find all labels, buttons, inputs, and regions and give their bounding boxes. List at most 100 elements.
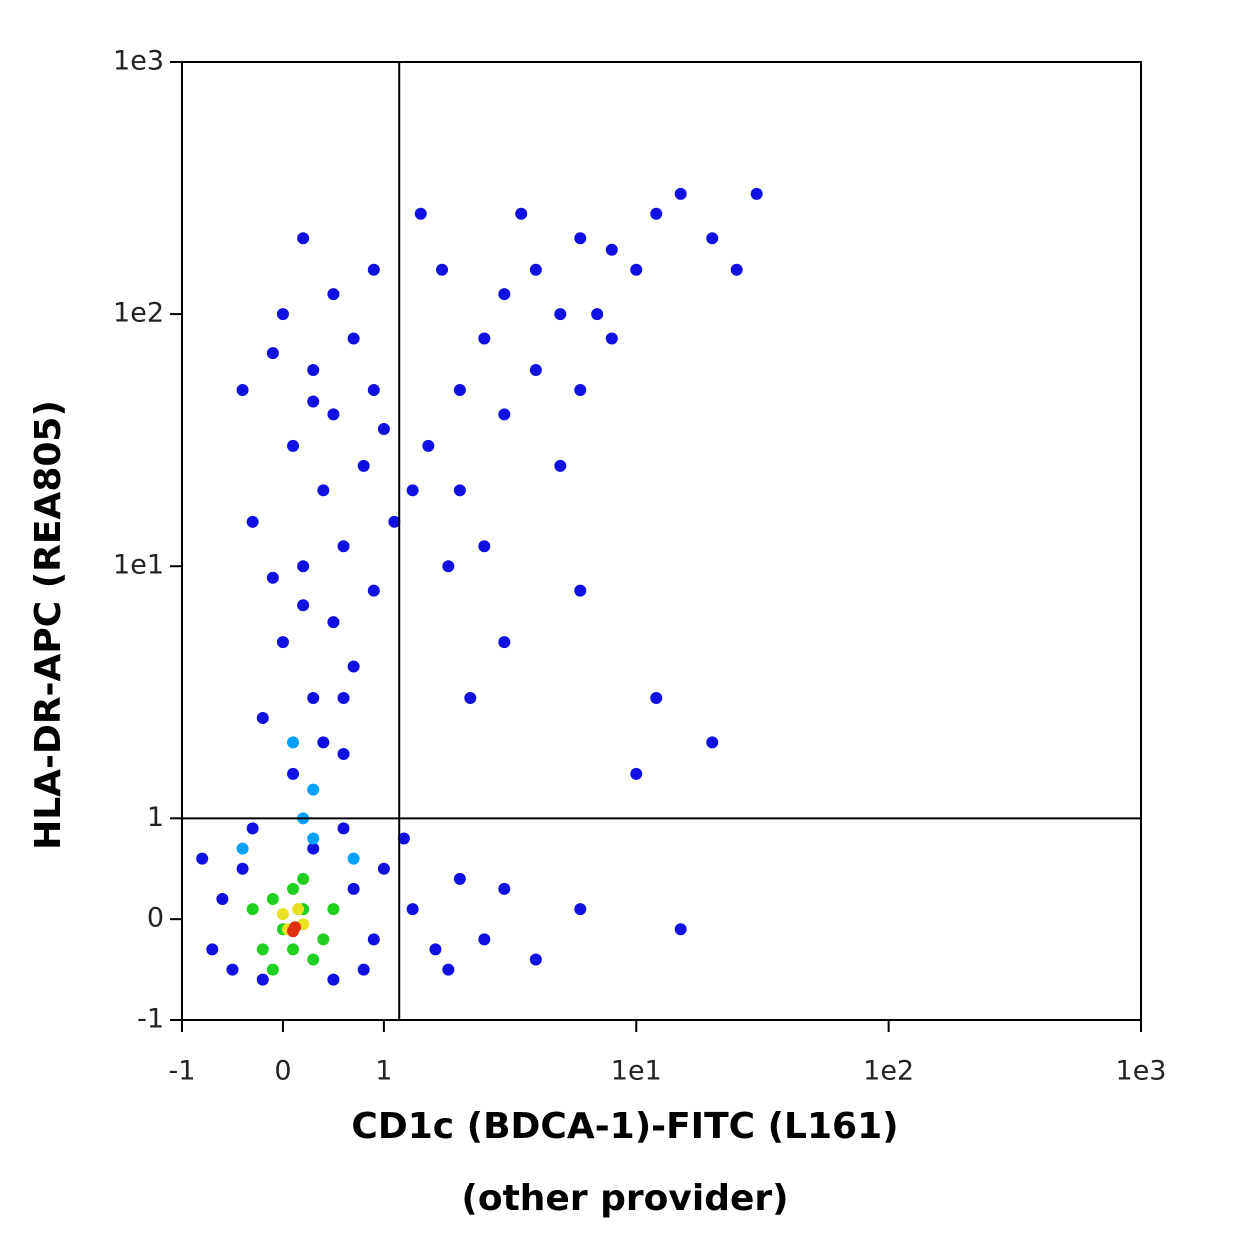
event-dot <box>730 263 743 276</box>
event-dot <box>453 872 466 885</box>
event-dot <box>630 263 643 276</box>
event-dot <box>276 908 289 921</box>
event-dot <box>266 347 279 360</box>
event-dot <box>605 332 618 345</box>
y-tick-label: -1 <box>137 1004 164 1035</box>
event-dot <box>337 540 350 553</box>
y-axis-title: HLA-DR-APC (REA805) <box>28 400 69 850</box>
event-dot <box>287 439 300 452</box>
event-dot <box>287 925 300 938</box>
event-dot <box>287 736 300 749</box>
y-tick-label: 1 <box>147 802 164 833</box>
x-tick-label: 1 <box>375 1056 392 1087</box>
event-dot <box>436 263 449 276</box>
event-dot <box>327 616 340 629</box>
event-dot <box>650 207 663 220</box>
event-dot <box>422 439 435 452</box>
x-axis-title: CD1c (BDCA-1)-FITC (L161) <box>351 1106 898 1147</box>
event-dot <box>327 288 340 301</box>
y-tick-label: 1e2 <box>113 298 164 329</box>
event-dot <box>515 207 528 220</box>
event-dot <box>406 903 419 916</box>
event-dot <box>478 540 491 553</box>
plot-area <box>181 61 1142 1021</box>
x-tick-label: 1e1 <box>611 1056 662 1087</box>
event-dot <box>650 692 663 705</box>
event-dot <box>478 332 491 345</box>
event-dot <box>429 943 442 956</box>
event-dot <box>317 484 330 497</box>
event-dot <box>397 832 410 845</box>
event-dot <box>442 560 455 573</box>
event-dot <box>574 903 587 916</box>
event-dot <box>498 408 511 421</box>
event-dot <box>464 692 477 705</box>
event-dot <box>529 364 542 377</box>
x-tick-label: 1e3 <box>1116 1056 1167 1087</box>
event-dot <box>256 973 269 986</box>
event-dot <box>196 852 209 865</box>
event-dot <box>256 711 269 724</box>
event-dot <box>297 560 310 573</box>
event-dot <box>605 243 618 256</box>
event-dot <box>388 515 401 528</box>
event-dot <box>367 263 380 276</box>
y-tick-label: 0 <box>147 903 164 934</box>
event-dot <box>498 288 511 301</box>
event-dot <box>317 736 330 749</box>
event-dot <box>498 636 511 649</box>
event-dot <box>337 747 350 760</box>
event-dot <box>706 232 719 245</box>
y-tick-label: 1e3 <box>113 46 164 77</box>
event-dot <box>674 923 687 936</box>
event-dot <box>574 584 587 597</box>
event-dot <box>529 263 542 276</box>
event-dot <box>307 692 320 705</box>
event-dot <box>287 767 300 780</box>
event-dot <box>337 822 350 835</box>
event-dot <box>337 692 350 705</box>
event-dot <box>266 963 279 976</box>
event-dot <box>367 383 380 396</box>
event-dot <box>367 584 380 597</box>
event-dot <box>554 308 567 321</box>
event-dot <box>574 232 587 245</box>
event-dot <box>347 882 360 895</box>
event-dot <box>297 232 310 245</box>
event-dot <box>206 943 219 956</box>
event-dot <box>442 963 455 976</box>
event-dot <box>347 852 360 865</box>
event-dot <box>453 383 466 396</box>
event-dot <box>706 736 719 749</box>
y-tick-label: 1e1 <box>113 550 164 581</box>
event-dot <box>327 408 340 421</box>
event-dot <box>674 187 687 200</box>
event-dot <box>307 842 320 855</box>
event-dot <box>246 903 259 916</box>
event-dot <box>246 822 259 835</box>
event-dot <box>478 933 491 946</box>
event-dot <box>750 187 763 200</box>
x-axis-subtitle: (other provider) <box>461 1178 788 1219</box>
x-tick-label: 0 <box>274 1056 291 1087</box>
event-dot <box>317 933 330 946</box>
x-tick-label: 1e2 <box>863 1056 914 1087</box>
event-dot <box>630 767 643 780</box>
event-dot <box>307 783 320 796</box>
event-dot <box>307 832 320 845</box>
event-dot <box>529 953 542 966</box>
event-dot <box>287 943 300 956</box>
event-dot <box>307 953 320 966</box>
event-dot <box>367 933 380 946</box>
event-dot <box>226 963 239 976</box>
event-dot <box>327 903 340 916</box>
event-dot <box>377 423 390 436</box>
x-tick-label: -1 <box>169 1056 196 1087</box>
event-dot <box>287 882 300 895</box>
event-dot <box>377 862 390 875</box>
event-dot <box>554 459 567 472</box>
event-dot <box>307 395 320 408</box>
event-dot <box>357 963 370 976</box>
event-dot <box>327 973 340 986</box>
